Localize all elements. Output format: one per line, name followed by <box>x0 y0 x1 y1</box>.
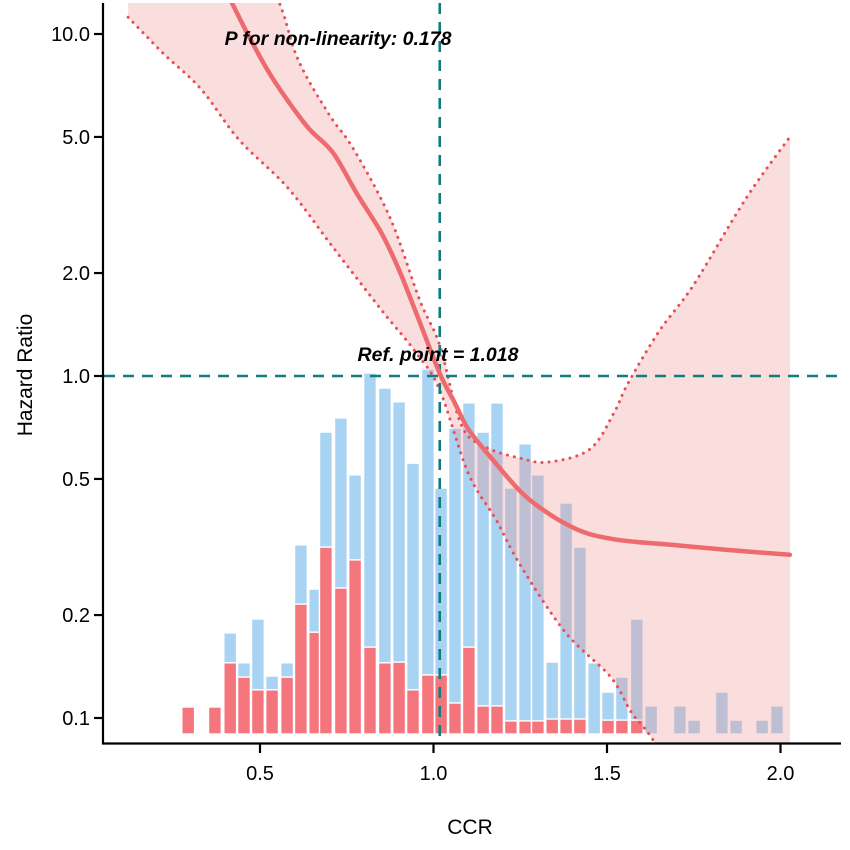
ci-lower-dotted-line <box>126 15 657 743</box>
hist-bar-red <box>348 559 363 735</box>
hist-bar-red <box>362 646 378 735</box>
axes <box>94 3 841 753</box>
hist-bar-red <box>614 719 630 735</box>
y-axis-title: Hazard Ratio <box>14 314 37 437</box>
x-axis-tick-labels: 0.5 1.0 1.5 2.0 <box>246 763 794 785</box>
x-tick-label-15: 1.5 <box>593 763 621 785</box>
y-tick-label-2: 2.0 <box>62 263 90 285</box>
hist-bar-blue <box>644 705 659 735</box>
hist-bar-red <box>572 718 588 735</box>
hist-bar-blue <box>687 719 702 735</box>
hist-bar-red <box>600 719 616 735</box>
hist-bar-blue <box>769 705 785 735</box>
ci-band <box>128 3 790 743</box>
y-tick-label-1: 1.0 <box>62 366 90 388</box>
hist-bar-red <box>420 674 436 735</box>
x-axis-title: CCR <box>447 816 493 839</box>
x-tick-label-10: 1.0 <box>420 763 448 785</box>
hist-bar-red <box>559 718 574 735</box>
hist-bar-red <box>236 676 252 735</box>
p-nonlinearity-annotation: P for non-linearity: 0.178 <box>225 28 452 50</box>
ref-point-annotation: Ref. point = 1.018 <box>358 344 519 366</box>
hist-bar-red <box>265 689 280 735</box>
hist-bar-blue <box>714 691 730 735</box>
hist-bar-red <box>518 720 533 735</box>
hist-bar-red <box>405 689 421 735</box>
hist-bar-red <box>280 676 295 735</box>
hist-bar-red <box>392 661 407 735</box>
hist-bar-red <box>461 646 477 735</box>
hist-bar-red <box>207 706 223 735</box>
y-tick-label-02: 0.2 <box>62 605 90 627</box>
hist-bar-red <box>476 705 491 735</box>
hist-bar-red <box>447 702 463 735</box>
hist-bar-red <box>489 705 505 735</box>
x-tick-label-20: 2.0 <box>767 763 795 785</box>
hist-bar-red <box>545 718 560 735</box>
clipped-plot-area <box>104 3 844 743</box>
y-tick-label-01: 0.1 <box>62 708 90 730</box>
hist-bar-red <box>318 546 334 735</box>
red-histogram <box>181 546 644 735</box>
hist-bar-red <box>333 587 349 735</box>
y-axis-tick-labels: 10.0 5.0 2.0 1.0 0.5 0.2 0.1 <box>51 24 90 730</box>
hist-bar-red <box>530 720 546 735</box>
y-tick-label-10: 10.0 <box>51 24 90 46</box>
hist-bar-red <box>503 720 519 735</box>
hist-bar-red <box>223 662 238 735</box>
hist-bar-blue <box>447 427 463 735</box>
hist-bar-blue <box>672 705 688 735</box>
plot-layers <box>94 3 844 753</box>
hist-bar-blue <box>729 719 744 735</box>
hist-bar-blue <box>755 719 770 735</box>
y-tick-label-5: 5.0 <box>62 127 90 149</box>
ci-upper-dotted-line <box>277 3 792 464</box>
hist-bar-red <box>181 706 196 735</box>
hist-bar-red <box>434 674 449 735</box>
y-tick-label-05: 0.5 <box>62 469 90 491</box>
hist-bar-red <box>377 662 393 735</box>
spline-estimate-line <box>229 3 793 558</box>
hist-bar-red <box>250 689 266 735</box>
hist-bar-red <box>293 603 309 735</box>
hist-bar-blue <box>587 662 602 735</box>
x-tick-label-05: 0.5 <box>246 763 274 785</box>
